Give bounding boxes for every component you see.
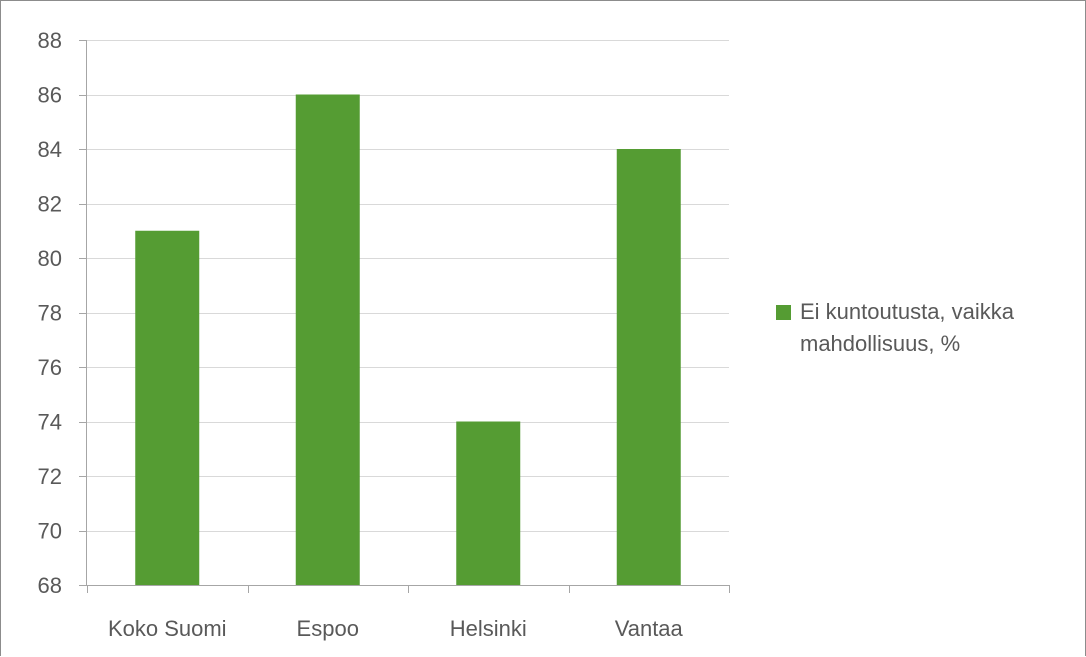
x-tick-label: Helsinki — [450, 616, 527, 641]
y-tick-label: 70 — [38, 519, 62, 544]
legend-swatch — [776, 305, 791, 320]
bars — [135, 94, 681, 585]
y-tick-label: 88 — [38, 28, 62, 53]
y-tick-label: 78 — [38, 301, 62, 326]
y-tick-label: 72 — [38, 464, 62, 489]
legend-label: Ei kuntoutusta, vaikka mahdollisuus, % — [800, 299, 1015, 356]
y-tick-label: 74 — [38, 410, 62, 435]
y-tick-label: 76 — [38, 355, 62, 380]
bar — [295, 94, 360, 585]
y-tick-label: 68 — [38, 573, 62, 598]
x-tick-label: Espoo — [297, 616, 359, 641]
x-tick-label: Koko Suomi — [108, 616, 227, 641]
x-tick-label: Vantaa — [615, 616, 684, 641]
y-tick-label: 86 — [38, 83, 62, 108]
y-tick-label: 80 — [38, 246, 62, 271]
y-tick-label: 84 — [38, 137, 62, 162]
bar — [135, 230, 200, 585]
tick-labels: 68 70 72 74 76 78 80 82 84 86 88 Koko Suomi Espoo Hel… — [38, 28, 684, 641]
axes — [79, 40, 730, 593]
y-tick-label: 82 — [38, 192, 62, 217]
bar — [456, 421, 521, 585]
bar — [616, 149, 681, 585]
